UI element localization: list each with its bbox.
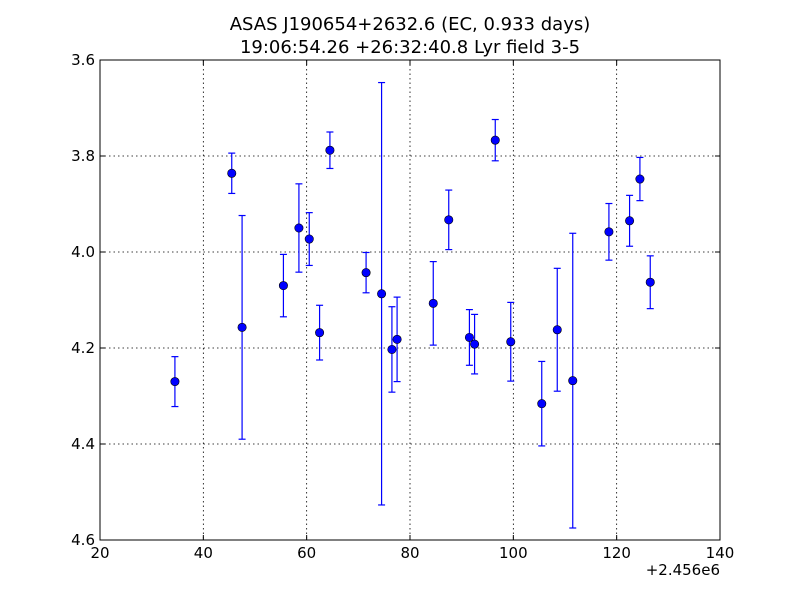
data-point	[635, 174, 645, 184]
data-point	[552, 325, 562, 335]
y-tick-labels: 3.6 3.8 4.0 4.2 4.4 4.6	[71, 51, 95, 549]
x-tick-label: 140	[706, 544, 735, 562]
data-point	[428, 298, 438, 308]
data-point	[604, 227, 614, 237]
data-point	[506, 337, 516, 347]
y-tick-label: 4.4	[71, 435, 95, 453]
y-tick-label: 4.2	[71, 339, 95, 357]
data-point	[464, 332, 474, 342]
x-tick-label: 40	[194, 544, 213, 562]
data-point	[490, 135, 500, 145]
data-point	[325, 145, 335, 155]
x-tick-label: 20	[90, 544, 109, 562]
x-tick-label: 80	[400, 544, 419, 562]
chart-subtitle: 19:06:54.26 +26:32:40.8 Lyr field 3-5	[240, 37, 580, 58]
y-tick-label: 3.8	[71, 147, 95, 165]
y-tick-label: 3.6	[71, 51, 95, 69]
x-tick-label: 60	[297, 544, 316, 562]
data-point	[278, 281, 288, 291]
data-point	[361, 268, 371, 278]
grid	[100, 60, 720, 540]
x-offset-label: +2.456e6	[646, 561, 720, 579]
y-tick-label: 4.6	[71, 531, 95, 549]
data-point	[294, 223, 304, 233]
axes-frame	[99, 59, 721, 541]
chart-title: ASAS J190654+2632.6 (EC, 0.933 days)	[230, 14, 591, 35]
y-tick-label: 4.0	[71, 243, 95, 261]
data-point	[315, 328, 325, 338]
data-point	[387, 344, 397, 354]
data-point	[227, 168, 237, 178]
data-point	[444, 215, 454, 225]
data-point	[625, 216, 635, 226]
x-tick-labels: 20 40 60 80 100 120 140	[90, 544, 734, 562]
data-point	[568, 376, 578, 386]
data-point	[537, 399, 547, 409]
x-tick-label: 100	[499, 544, 528, 562]
x-tick-label: 120	[602, 544, 631, 562]
data-point	[392, 334, 402, 344]
data-points	[170, 135, 655, 409]
data-point	[645, 277, 655, 287]
data-point	[377, 289, 387, 299]
data-point	[237, 322, 247, 332]
data-point	[304, 234, 314, 244]
data-point	[170, 377, 180, 387]
data-point	[470, 339, 480, 349]
